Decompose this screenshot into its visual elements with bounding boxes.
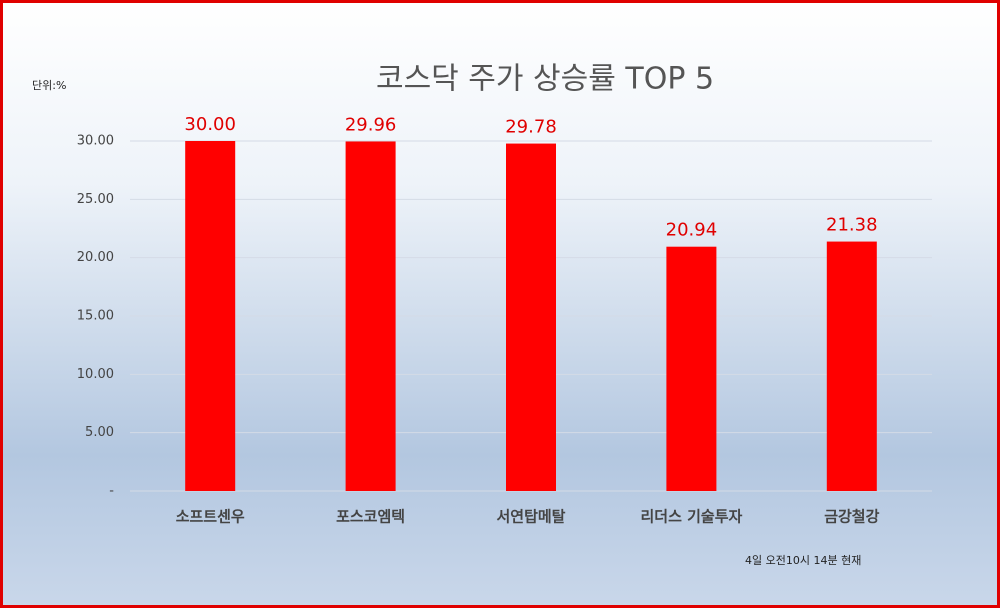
chart-title: 코스닥 주가 상승률 TOP 5 xyxy=(376,62,714,97)
bar xyxy=(345,141,396,491)
y-tick-label: 25.00 xyxy=(77,192,114,207)
x-tick-label: 금강철강 xyxy=(824,508,879,526)
y-tick-label: 10.00 xyxy=(77,367,114,382)
value-label: 21.38 xyxy=(826,215,878,236)
value-label: 20.94 xyxy=(666,220,718,241)
x-tick-label: 포스코엠텍 xyxy=(336,508,405,526)
y-tick-label: 15.00 xyxy=(77,309,114,324)
bar xyxy=(826,241,877,491)
y-tick-label: - xyxy=(109,484,114,499)
value-label: 30.00 xyxy=(184,114,236,135)
unit-label: 단위:% xyxy=(32,79,66,92)
x-tick-label: 소프트센우 xyxy=(176,508,245,526)
value-label: 29.78 xyxy=(505,117,557,138)
y-tick-label: 20.00 xyxy=(77,250,114,265)
note: 4일 오전10시 14분 현재 xyxy=(745,553,861,567)
value-label: 29.96 xyxy=(345,114,397,135)
x-tick-label: 서연탑메탈 xyxy=(496,508,565,526)
bar xyxy=(506,143,556,492)
y-tick-label: 5.00 xyxy=(85,425,114,440)
y-tick-label: 30.00 xyxy=(77,134,114,149)
bar xyxy=(666,246,717,491)
bar xyxy=(185,141,236,491)
x-tick-label: 리더스 기술투자 xyxy=(640,508,742,526)
